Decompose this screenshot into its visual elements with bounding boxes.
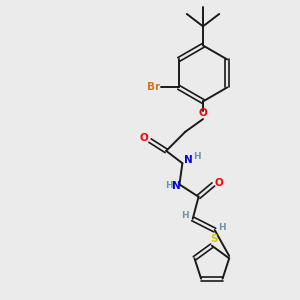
- Text: H: H: [165, 182, 173, 190]
- Text: O: O: [199, 108, 207, 118]
- Text: N: N: [172, 181, 181, 191]
- Text: H: H: [193, 152, 201, 161]
- Text: O: O: [215, 178, 224, 188]
- Text: H: H: [218, 223, 226, 232]
- Text: S: S: [210, 234, 218, 244]
- Text: H: H: [181, 212, 188, 220]
- Text: Br: Br: [147, 82, 160, 92]
- Text: N: N: [184, 155, 193, 165]
- Text: O: O: [139, 133, 148, 142]
